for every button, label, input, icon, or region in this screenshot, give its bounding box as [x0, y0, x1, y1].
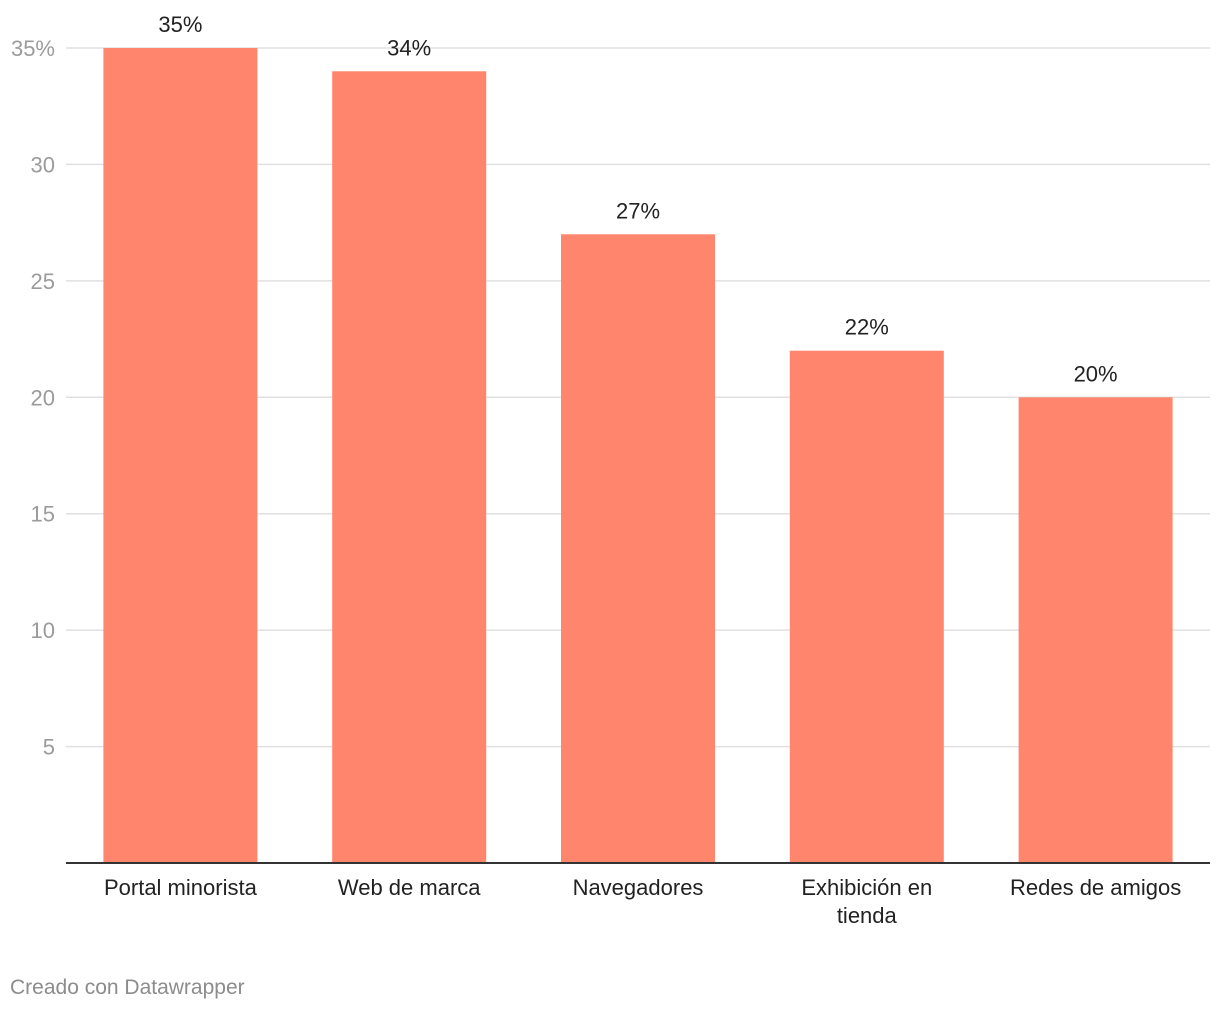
- x-tick-label: Portal minorista: [104, 875, 258, 900]
- bar: [103, 48, 258, 863]
- y-tick-label: 25: [31, 269, 55, 294]
- credit-text: Creado con Datawrapper: [10, 976, 245, 999]
- data-label: 20%: [1074, 361, 1118, 386]
- bar: [789, 350, 944, 863]
- y-tick-label: 10: [31, 618, 55, 643]
- bar: [332, 71, 487, 864]
- bar-chart: 5 10 15 20 25 30 35% 35% Portal minorista 34% Web …: [11, 12, 1210, 928]
- data-label: 35%: [158, 12, 202, 37]
- x-tick-label: tienda: [837, 903, 898, 928]
- x-tick-label: Navegadores: [573, 875, 704, 900]
- x-tick-label: Redes de amigos: [1010, 875, 1181, 900]
- y-tick-label: 30: [31, 152, 55, 177]
- data-label: 27%: [616, 198, 660, 223]
- y-tick-label: 15: [31, 502, 55, 527]
- data-label: 34%: [387, 35, 431, 60]
- y-tick-label: 35%: [11, 36, 55, 61]
- data-label: 22%: [845, 315, 889, 340]
- x-tick-label: Exhibición en: [801, 875, 932, 900]
- bar: [1018, 397, 1173, 863]
- x-tick-label: Web de marca: [338, 875, 481, 900]
- y-tick-label: 20: [31, 385, 55, 410]
- y-tick-label: 5: [43, 735, 55, 760]
- bar: [561, 234, 715, 864]
